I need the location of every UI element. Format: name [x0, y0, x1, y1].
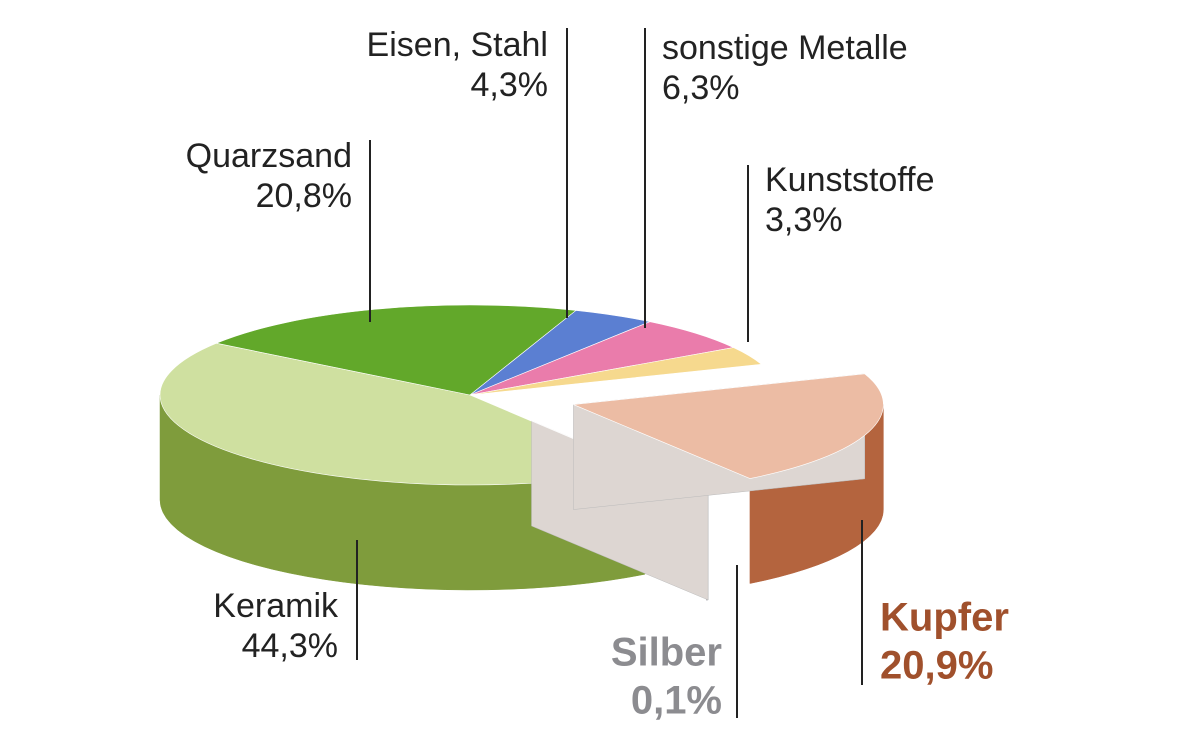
- value-label: 20,8%: [256, 177, 352, 215]
- slice: [469, 321, 735, 396]
- slice-label: sonstige Metalle: [662, 29, 908, 67]
- slice: [469, 347, 763, 396]
- slice-label: Quarzsand: [186, 137, 352, 175]
- slice: [573, 373, 884, 479]
- value-label: 44,3%: [242, 627, 338, 665]
- slice: [159, 342, 646, 486]
- value-label: 4,3%: [471, 66, 549, 104]
- value-label: 20,9%: [880, 644, 993, 688]
- slice-label: Kupfer: [880, 596, 1009, 640]
- value-label: 6,3%: [662, 69, 740, 107]
- slice-label: Silber: [611, 631, 722, 675]
- value-label: 0,1%: [631, 679, 722, 723]
- slice: [215, 304, 577, 396]
- value-label: 3,3%: [765, 201, 843, 239]
- slice-label: Keramik: [213, 587, 339, 625]
- slice-label: Eisen, Stahl: [367, 26, 548, 64]
- slice-label: Kunststoffe: [765, 161, 935, 199]
